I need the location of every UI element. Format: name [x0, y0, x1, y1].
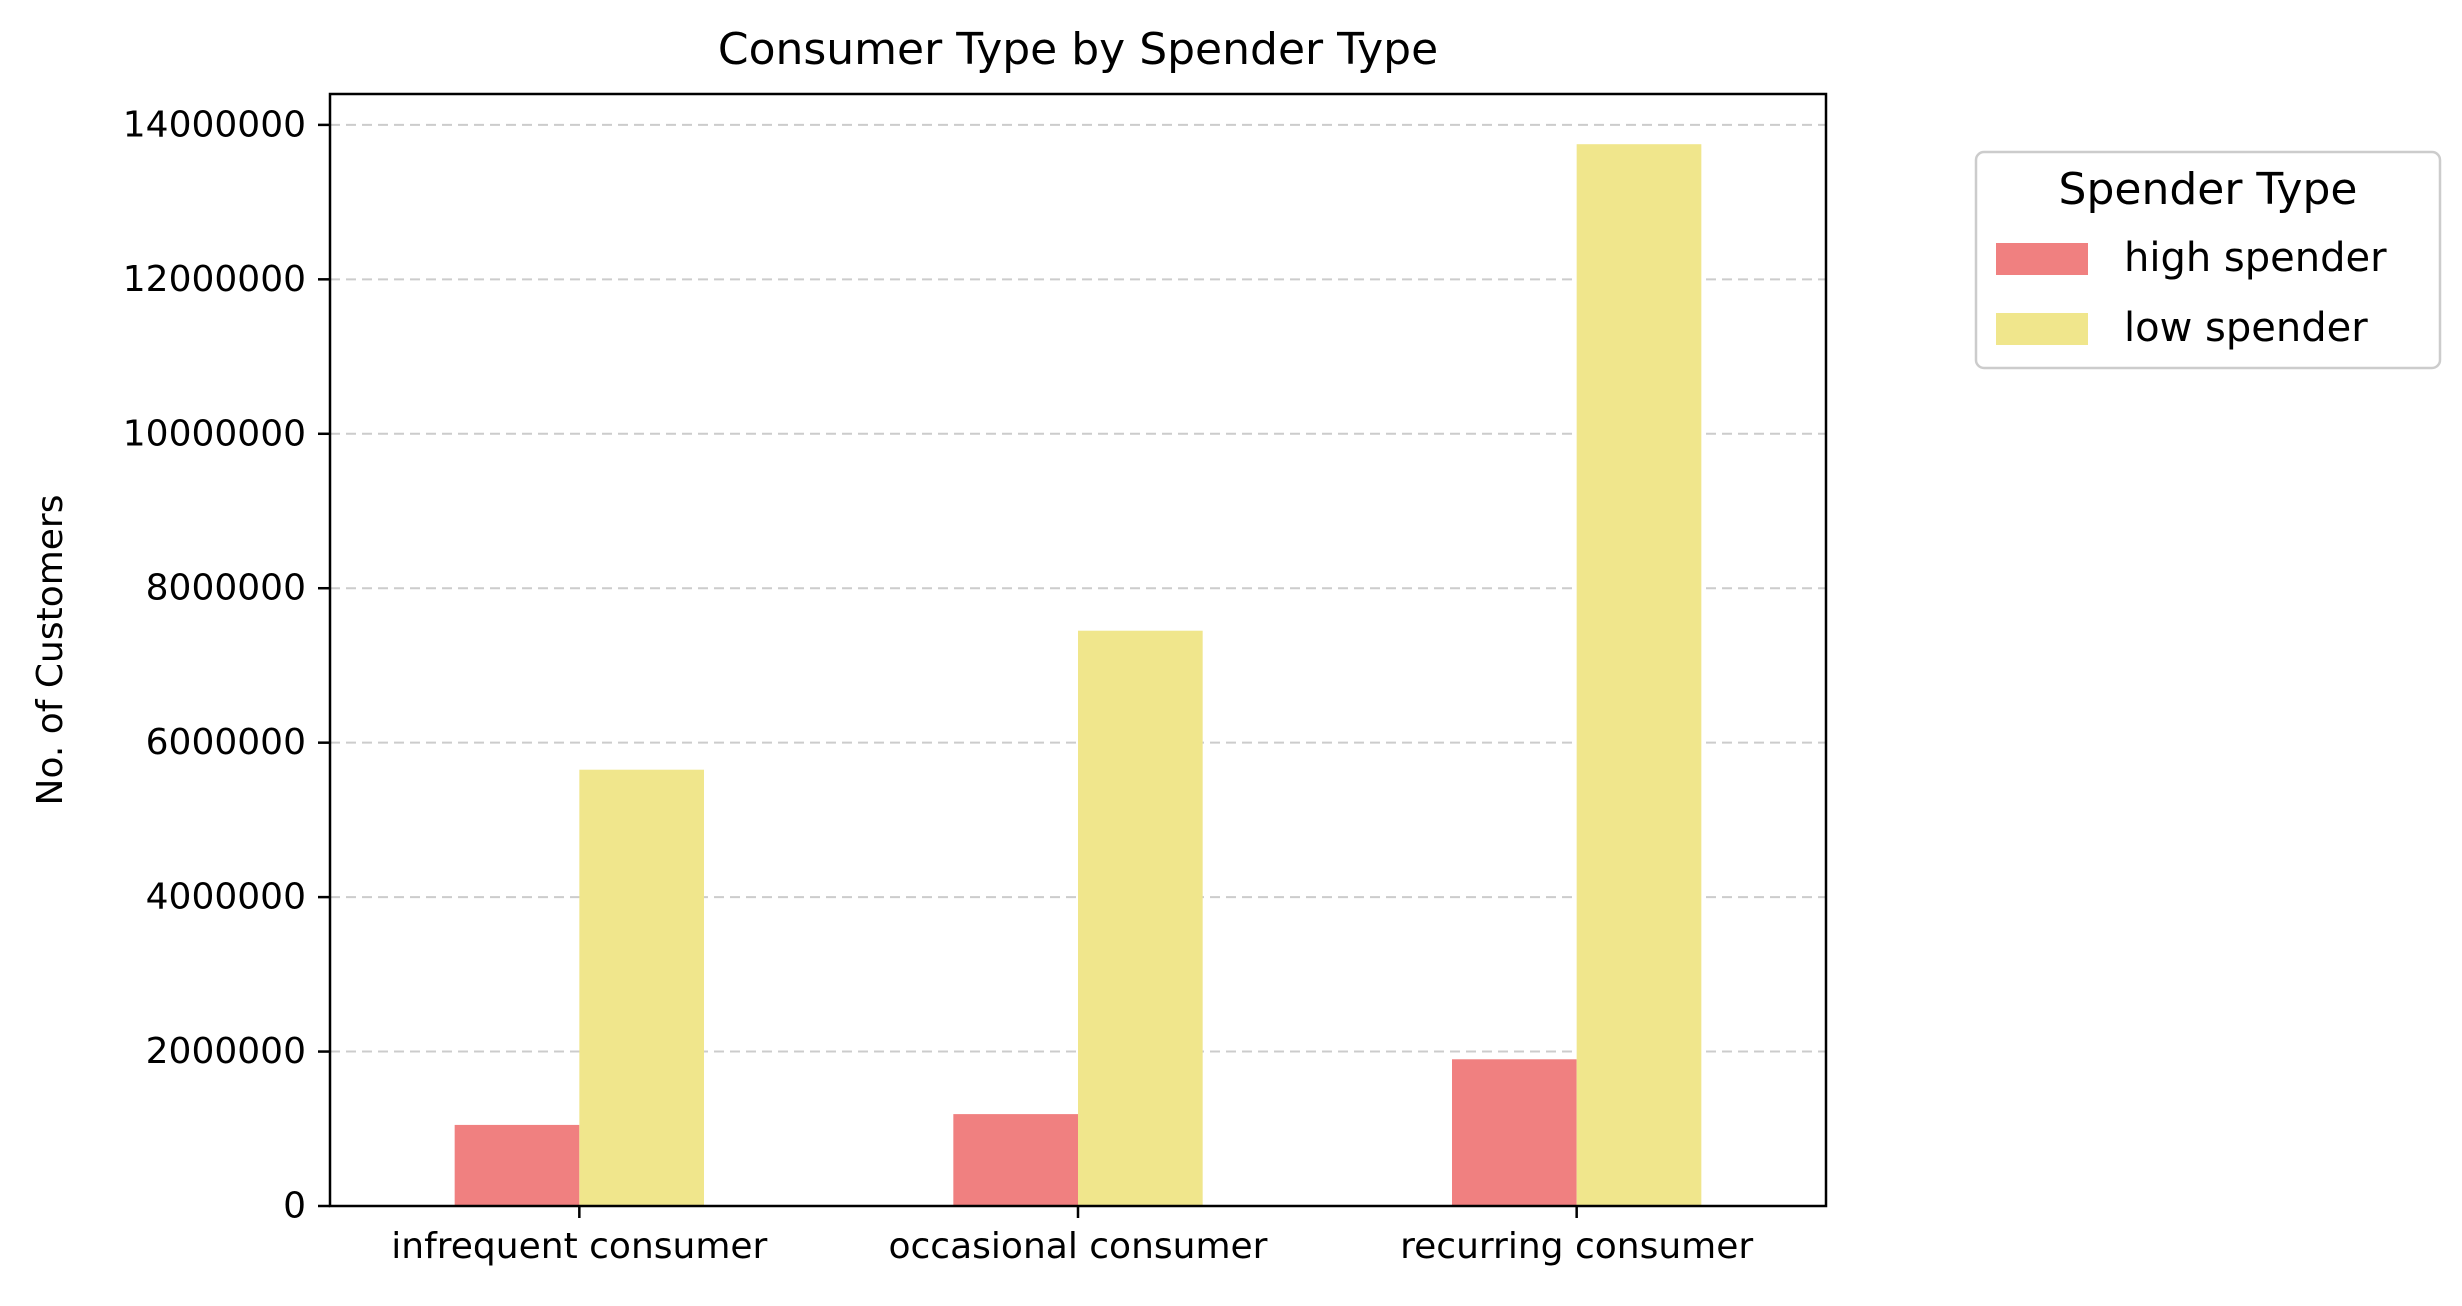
bars	[454, 144, 1702, 1206]
bar-low-spender-infrequent-consumer	[579, 769, 704, 1206]
bar-low-spender-recurring-consumer	[1576, 144, 1702, 1206]
legend-label: low spender	[2124, 305, 2368, 351]
bar-high-spender-infrequent-consumer	[454, 1124, 580, 1206]
bar-high-spender-occasional-consumer	[953, 1114, 1078, 1206]
y-tick-label: 2000000	[146, 1031, 306, 1072]
chart-title: Consumer Type by Spender Type	[718, 24, 1438, 75]
y-tick-label: 10000000	[123, 413, 306, 454]
x-axis-ticks: infrequent consumer occasional consumer re…	[391, 1206, 1753, 1267]
y-tick-label: 6000000	[146, 722, 306, 763]
x-tick-label: infrequent consumer	[391, 1226, 767, 1267]
x-tick-label: recurring consumer	[1400, 1226, 1753, 1267]
y-axis-ticks: 0 2000000 4000000 6000000 8000000 10000000 120…	[123, 104, 330, 1227]
y-tick-label: 14000000	[123, 104, 306, 145]
legend-label: high spender	[2124, 235, 2387, 281]
y-tick-label: 4000000	[146, 877, 306, 918]
legend-swatch	[1996, 243, 2088, 275]
legend: Spender Type high spender low spender	[1974, 150, 2442, 370]
legend-items: high spender low spender	[1996, 235, 2387, 351]
legend-frame	[1974, 150, 2442, 370]
y-tick-label: 0	[283, 1186, 306, 1227]
y-axis-label: No. of Customers	[30, 495, 71, 806]
x-tick-label: occasional consumer	[888, 1226, 1267, 1267]
bar-low-spender-occasional-consumer	[1078, 630, 1203, 1206]
y-tick-label: 8000000	[146, 568, 306, 609]
legend-swatch	[1996, 313, 2088, 345]
y-tick-label: 12000000	[123, 259, 306, 300]
bar-high-spender-recurring-consumer	[1452, 1059, 1577, 1206]
legend-title: Spender Type	[2059, 164, 2358, 215]
